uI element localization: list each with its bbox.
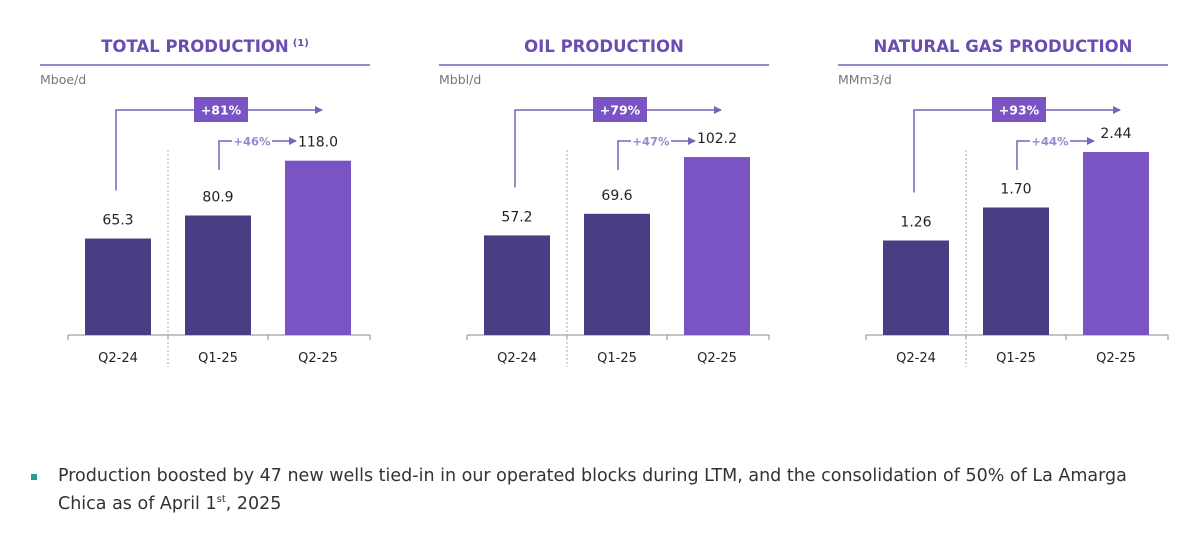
chart-2: NATURAL GAS PRODUCTION MMm3/d 1.26 Q2-24 1.7…: [838, 37, 1169, 367]
unit-label: MMm3/d: [838, 72, 892, 87]
yoy-badge: [992, 97, 1046, 122]
bullet-icon: [31, 474, 37, 480]
x-tick-label: Q1-25: [996, 351, 1036, 366]
bar-Q2-24: [484, 235, 550, 335]
yoy-arrow: [115, 106, 323, 191]
chart-title: NATURAL GAS PRODUCTION: [874, 37, 1133, 56]
data-label: 1.70: [1000, 182, 1031, 198]
data-label: 102.2: [697, 131, 737, 147]
data-label: 80.9: [202, 189, 233, 205]
footer-suffix: , 2025: [225, 493, 282, 514]
bar-Q1-25: [584, 213, 650, 335]
bar-Q2-25: [285, 160, 351, 335]
bar-Q2-24: [85, 238, 151, 335]
bar-Q2-25: [684, 157, 750, 335]
unit-label: Mboe/d: [40, 72, 86, 87]
qoq-change-label: +46%: [233, 135, 271, 149]
data-label: 118.0: [298, 135, 338, 151]
qoq-change-label: +44%: [1031, 135, 1069, 149]
qoq-arrow-start: [617, 140, 631, 170]
chart-title: TOTAL PRODUCTION (1): [101, 37, 309, 56]
yoy-arrow: [913, 106, 1121, 193]
title-footnote-ref: (1): [293, 38, 309, 49]
yoy-badge: [593, 97, 647, 122]
bar-Q2-25: [1083, 152, 1149, 335]
footer-superscript: st: [216, 494, 226, 505]
bar-Q1-25: [983, 207, 1049, 335]
x-tick-label: Q2-24: [896, 351, 936, 366]
bar-Q2-24: [883, 240, 949, 335]
chart-0: TOTAL PRODUCTION (1) Mboe/d 65.3 Q2-24 80.9 Q1…: [40, 37, 371, 367]
chart-title: OIL PRODUCTION: [524, 37, 684, 56]
data-label: 57.2: [501, 209, 532, 225]
data-label: 69.6: [601, 188, 632, 204]
data-label: 65.3: [102, 213, 133, 229]
yoy-change-label: +81%: [201, 103, 242, 118]
data-label: 1.26: [900, 215, 931, 231]
x-tick-label: Q1-25: [597, 351, 637, 366]
yoy-change-label: +93%: [999, 103, 1040, 118]
footer-note: Production boosted by 47 new wells tied-…: [58, 465, 1158, 516]
data-label: 2.44: [1100, 126, 1131, 142]
unit-label: Mbbl/d: [439, 72, 481, 87]
yoy-badge: [194, 97, 248, 122]
x-tick-label: Q2-24: [98, 351, 138, 366]
yoy-arrow: [514, 106, 722, 188]
x-tick-label: Q1-25: [198, 351, 238, 366]
x-tick-label: Q2-25: [697, 351, 737, 366]
x-tick-label: Q2-24: [497, 351, 537, 366]
qoq-arrow-start: [218, 140, 232, 170]
x-tick-label: Q2-25: [1096, 351, 1136, 366]
qoq-arrow-start: [1016, 140, 1030, 170]
qoq-change-label: +47%: [632, 135, 670, 149]
bar-Q1-25: [185, 215, 251, 335]
yoy-change-label: +79%: [600, 103, 641, 118]
chart-1: OIL PRODUCTION Mbbl/d 57.2 Q2-24 69.6 Q1-25 10…: [439, 37, 770, 367]
footer-text: Production boosted by 47 new wells tied-…: [58, 466, 1127, 514]
x-tick-label: Q2-25: [298, 351, 338, 366]
